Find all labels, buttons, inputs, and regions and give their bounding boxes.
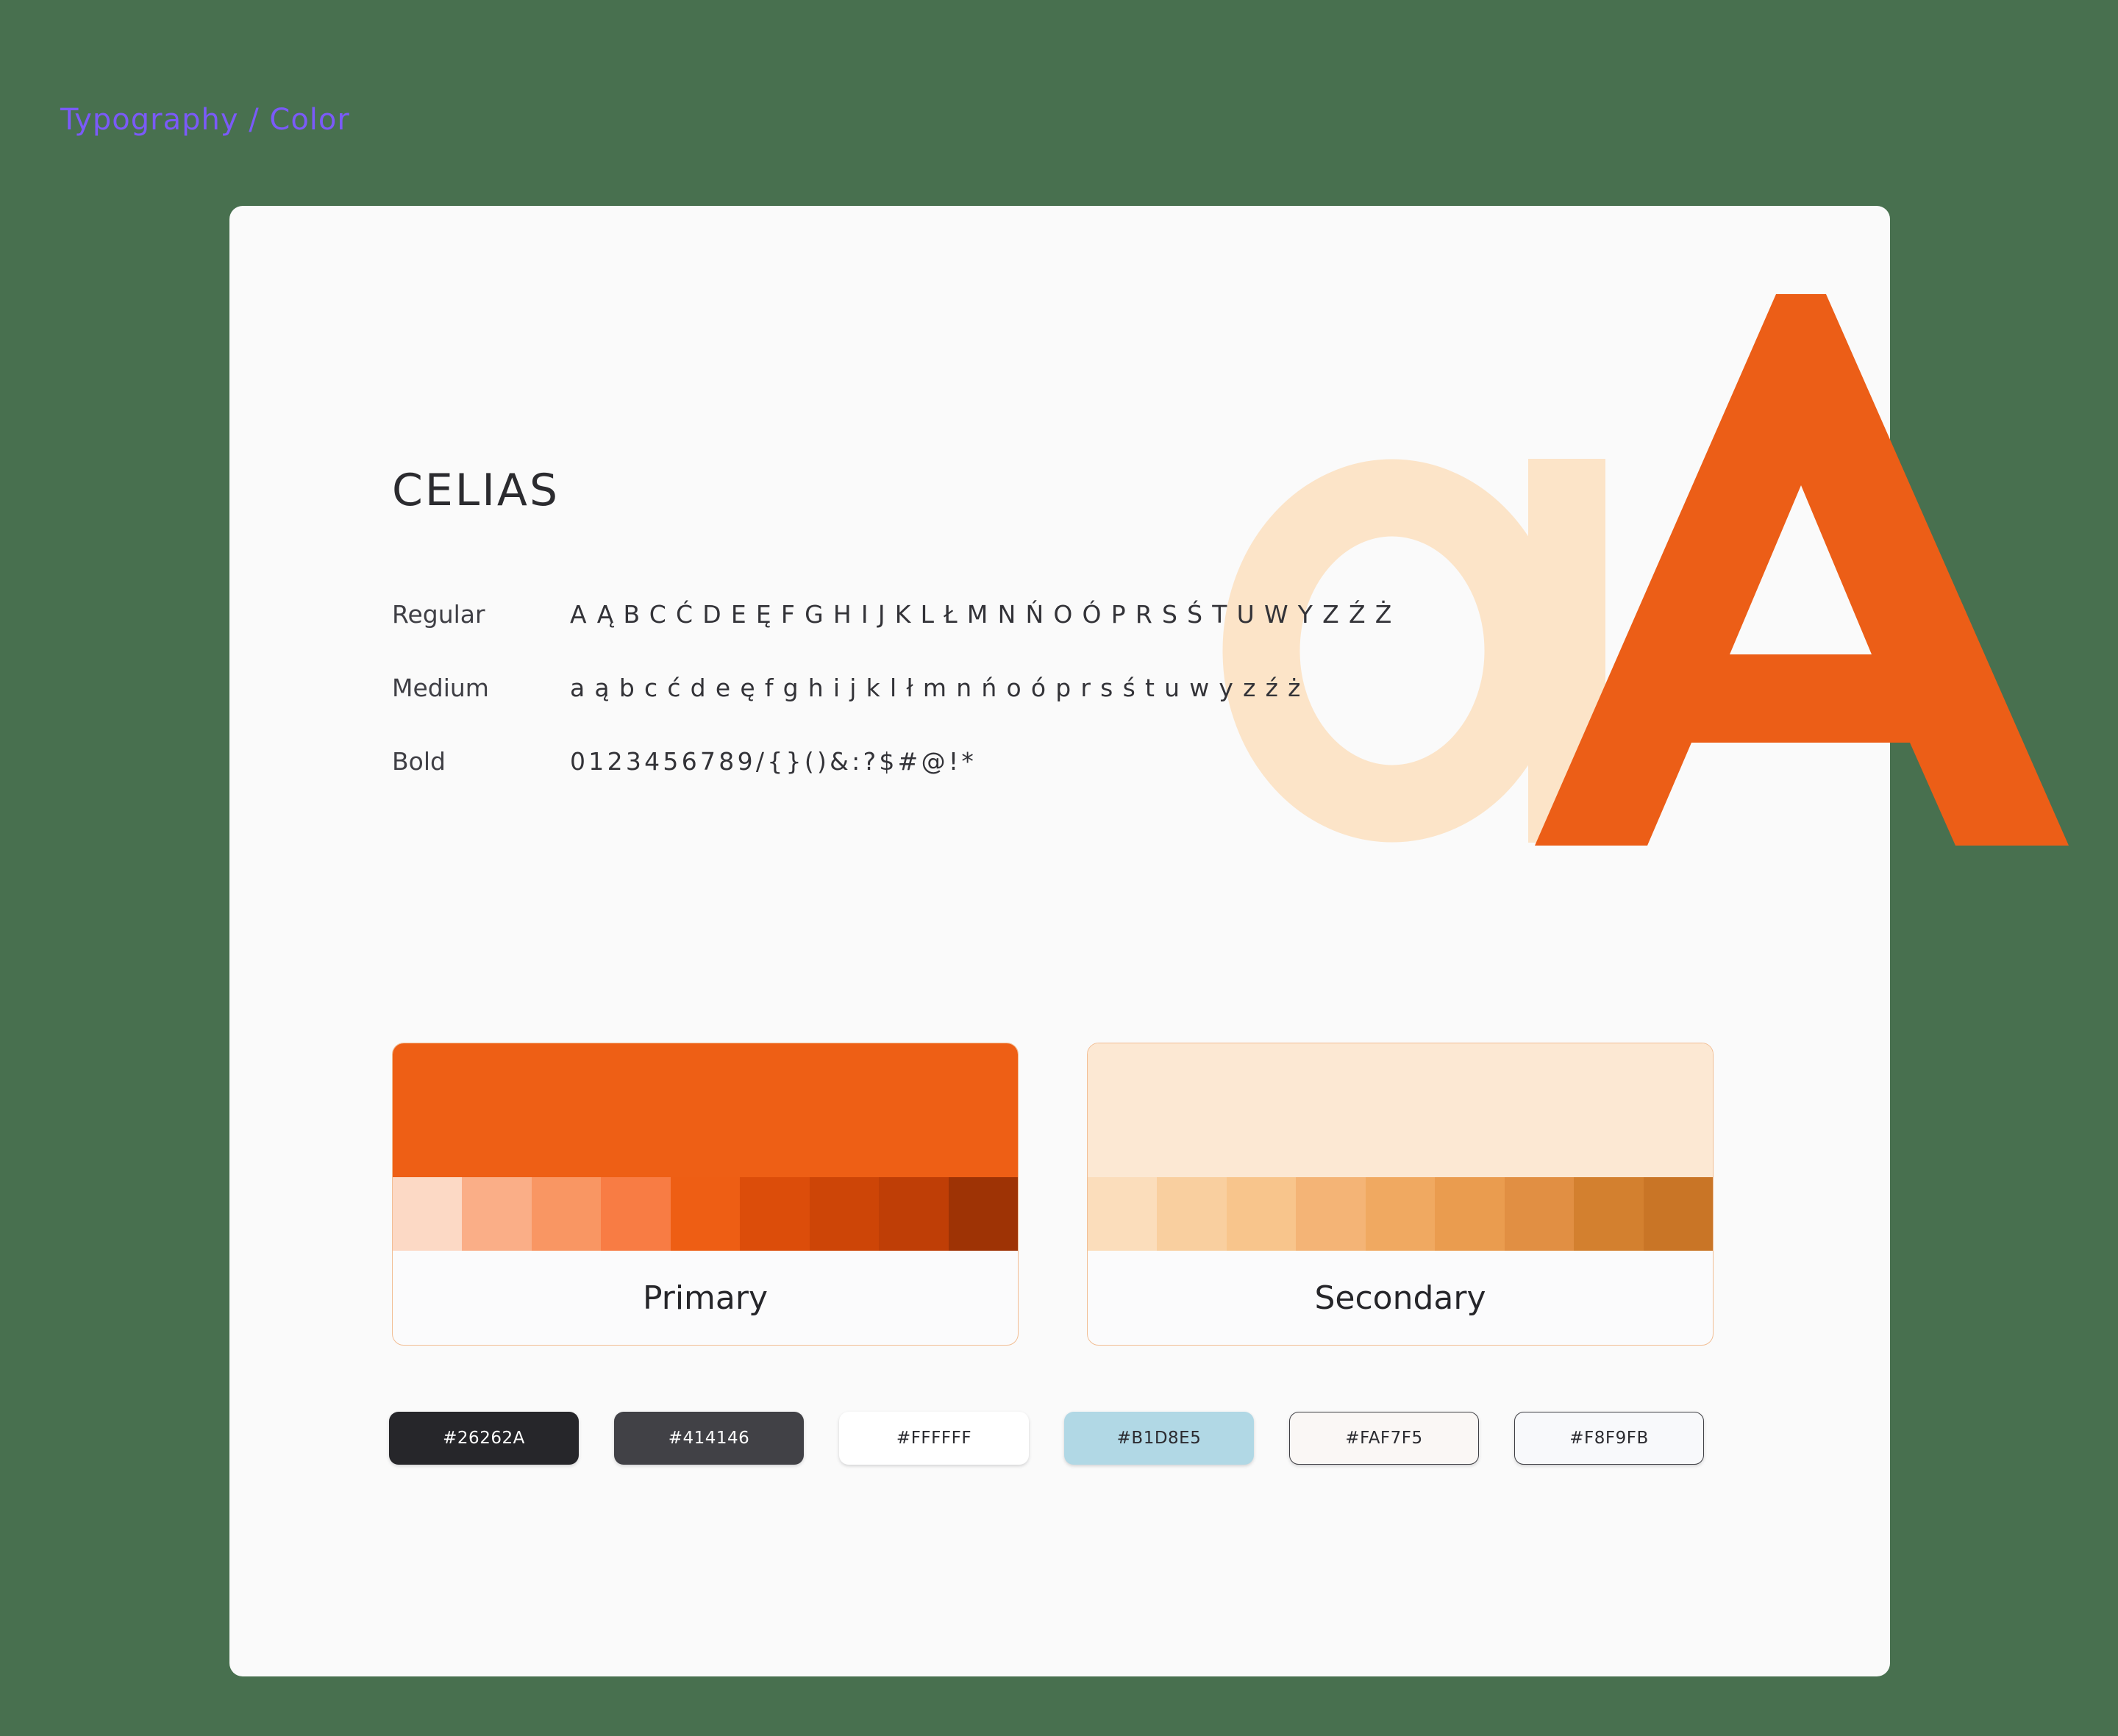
palette-name: Primary (642, 1279, 769, 1317)
palette-name: Secondary (1314, 1279, 1486, 1317)
primary-base-swatch (393, 1043, 1018, 1177)
shade-swatch (1157, 1177, 1227, 1251)
palette-label-area: Secondary (1088, 1251, 1713, 1345)
shade-swatch (601, 1177, 671, 1251)
palette-label-area: Primary (393, 1251, 1018, 1345)
weight-label: Regular (392, 599, 485, 629)
shade-swatch (809, 1177, 880, 1251)
shade-swatch (1574, 1177, 1644, 1251)
hex-chip: #414146 (614, 1412, 804, 1465)
palette-card-primary: Primary (392, 1043, 1019, 1346)
secondary-base-swatch (1088, 1043, 1713, 1177)
shade-swatch (879, 1177, 949, 1251)
shade-swatch (462, 1177, 532, 1251)
numerals-sample: 0123456789/{}()&:?$#@!* (570, 746, 977, 776)
shade-swatch (1296, 1177, 1366, 1251)
weight-label: Medium (392, 673, 489, 702)
uppercase-sample: AĄBCĆDEĘFGHIJKLŁMNŃOÓPRSŚTUWYZŹŻ (570, 599, 1402, 629)
lowercase-sample: aąbcćdeęfghijklłmnńoóprsśtuwyzźż (570, 673, 1311, 702)
style-guide-card: CELIAS Regular AĄBCĆDEĘFGHIJKLŁMNŃOÓPRSŚ… (229, 206, 1890, 1676)
breadcrumb[interactable]: Typography / Color (60, 103, 350, 137)
hex-chip: #FAF7F5 (1289, 1412, 1479, 1465)
palette-card-secondary: Secondary (1087, 1043, 1714, 1346)
secondary-shade-strip (1088, 1177, 1713, 1251)
shade-swatch (1435, 1177, 1505, 1251)
shade-swatch (1226, 1177, 1297, 1251)
hex-chip: #FFFFFF (839, 1412, 1029, 1465)
shade-swatch (1643, 1177, 1713, 1251)
shade-swatch (1504, 1177, 1575, 1251)
type-row-bold: Bold 0123456789/{}()&:?$#@!* (392, 724, 1402, 798)
shade-swatch (1088, 1177, 1158, 1251)
palette-cards: Primary Secondary (392, 1043, 1714, 1346)
hex-chip: #F8F9FB (1514, 1412, 1704, 1465)
shade-swatch (1365, 1177, 1436, 1251)
weight-label: Bold (392, 746, 446, 776)
type-row-medium: Medium aąbcćdeęfghijklłmnńoóprsśtuwyzźż (392, 651, 1402, 724)
type-specimen-rows: Regular AĄBCĆDEĘFGHIJKLŁMNŃOÓPRSŚTUWYZŹŻ… (392, 577, 1402, 798)
primary-shade-strip (393, 1177, 1018, 1251)
type-row-regular: Regular AĄBCĆDEĘFGHIJKLŁMNŃOÓPRSŚTUWYZŹŻ (392, 577, 1402, 651)
hex-chip-row: #26262A #414146 #FFFFFF #B1D8E5 #FAF7F5 … (389, 1412, 1704, 1465)
shade-swatch (740, 1177, 810, 1251)
font-family-title: CELIAS (392, 465, 560, 516)
shade-swatch (670, 1177, 741, 1251)
shade-swatch (531, 1177, 602, 1251)
shade-swatch (948, 1177, 1018, 1251)
shade-swatch (393, 1177, 463, 1251)
hex-chip: #26262A (389, 1412, 579, 1465)
hex-chip: #B1D8E5 (1064, 1412, 1254, 1465)
